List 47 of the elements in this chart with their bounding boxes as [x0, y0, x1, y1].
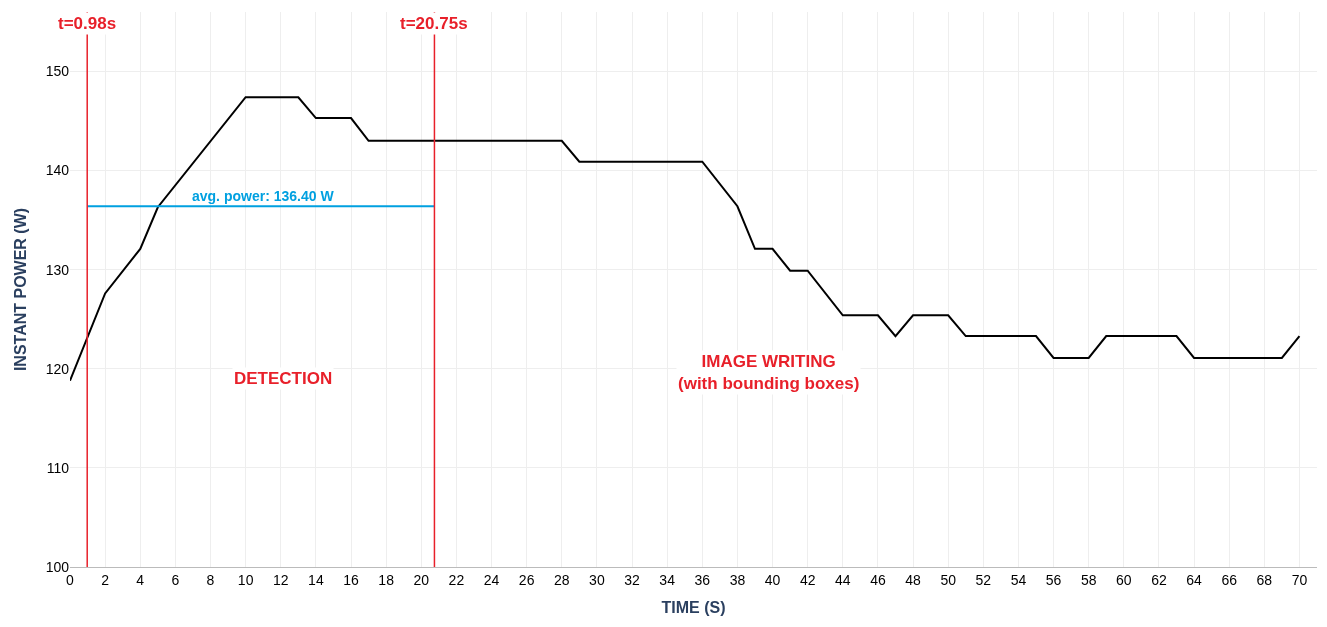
x-tick-label: 10 — [237, 571, 254, 588]
x-tick-label: 12 — [272, 571, 289, 588]
x-tick-label: 48 — [905, 571, 922, 588]
x-tick-label: 52 — [975, 571, 992, 588]
y-tick-label: 120 — [45, 360, 70, 377]
x-tick-label: 60 — [1116, 571, 1132, 588]
y-tick-label: 110 — [46, 459, 70, 476]
x-tick-label: 54 — [1010, 571, 1027, 588]
y-axis-title: INSTANT POWER (W) — [11, 207, 29, 372]
x-tick-label: 42 — [799, 571, 816, 588]
ref-line-label: t=0.98s — [58, 14, 117, 33]
x-tick-label: 20 — [413, 571, 430, 588]
x-tick-label: 14 — [308, 571, 324, 588]
x-tick-label: 70 — [1291, 571, 1308, 588]
x-tick-label: 22 — [448, 571, 465, 588]
x-tick-label: 64 — [1186, 571, 1203, 588]
x-tick-label: 32 — [624, 571, 641, 588]
x-tick-label: 28 — [553, 571, 570, 588]
x-tick-label: 62 — [1151, 571, 1167, 588]
annotation: DETECTION — [234, 369, 333, 388]
x-tick-label: 24 — [483, 571, 500, 588]
x-tick-label: 40 — [764, 571, 781, 588]
ref-line-label: t=20.75s — [400, 14, 468, 33]
x-tick-label: 30 — [589, 571, 605, 588]
x-tick-label: 18 — [378, 571, 395, 588]
x-tick-label: 50 — [940, 571, 957, 588]
x-tick-label: 38 — [729, 571, 746, 588]
x-tick-label: 36 — [694, 571, 711, 588]
x-tick-label: 2 — [101, 571, 110, 588]
y-tick-label: 130 — [45, 261, 70, 278]
x-tick-label: 68 — [1256, 571, 1273, 588]
x-tick-label: 58 — [1080, 571, 1097, 588]
x-tick-label: 46 — [870, 571, 886, 588]
annotation: IMAGE WRITING (with bounding boxes) — [678, 352, 860, 394]
x-axis-title: TIME (S) — [661, 599, 726, 617]
x-tick-label: 66 — [1221, 571, 1238, 588]
x-tick-label: 8 — [206, 571, 215, 588]
y-tick-label: 150 — [45, 63, 70, 80]
x-tick-label: 56 — [1045, 571, 1062, 588]
x-tick-label: 26 — [518, 571, 535, 588]
y-tick-label: 140 — [45, 162, 70, 179]
annotation: avg. power: 136.40 W — [192, 188, 335, 204]
x-tick-label: 4 — [136, 571, 145, 588]
x-tick-label: 34 — [659, 571, 676, 588]
x-tick-label: 44 — [835, 571, 851, 588]
x-tick-label: 16 — [343, 571, 360, 588]
x-tick-label: 6 — [171, 571, 180, 588]
